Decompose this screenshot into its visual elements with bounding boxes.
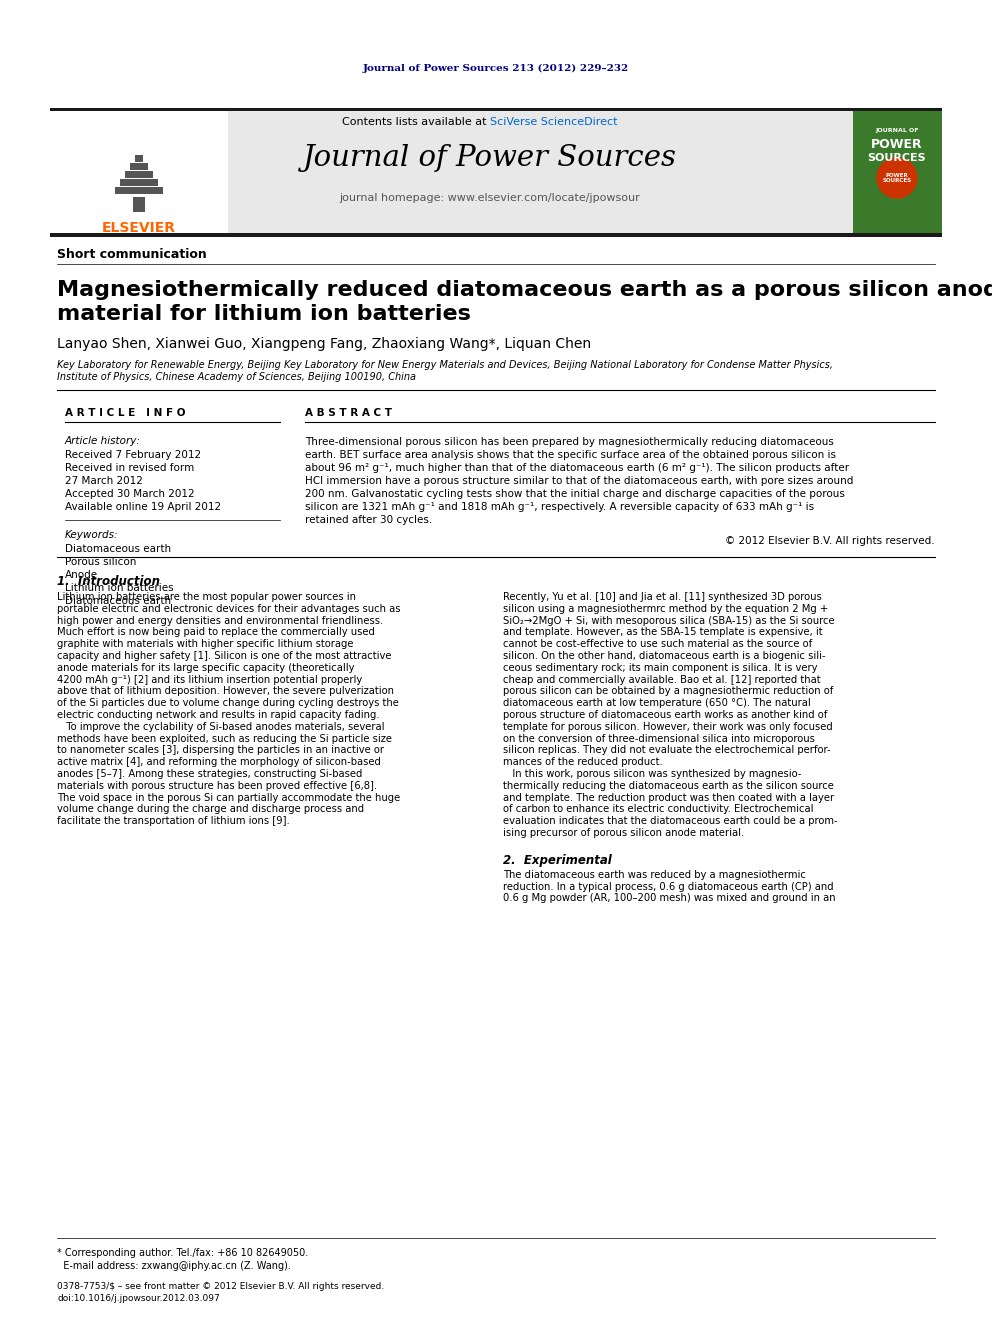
Text: HCl immersion have a porous structure similar to that of the diatomaceous earth,: HCl immersion have a porous structure si… xyxy=(305,476,853,486)
Text: 0.6 g Mg powder (AR, 100–200 mesh) was mixed and ground in an: 0.6 g Mg powder (AR, 100–200 mesh) was m… xyxy=(503,893,835,904)
Text: 2.  Experimental: 2. Experimental xyxy=(503,853,612,867)
Text: ELSEVIER: ELSEVIER xyxy=(102,221,176,235)
Bar xyxy=(50,111,228,233)
Text: Magnesiothermically reduced diatomaceous earth as a porous silicon anode
materia: Magnesiothermically reduced diatomaceous… xyxy=(57,280,992,324)
Text: diatomaceous earth at low temperature (650 °C). The natural: diatomaceous earth at low temperature (6… xyxy=(503,699,810,708)
Text: anode materials for its large specific capacity (theoretically: anode materials for its large specific c… xyxy=(57,663,354,673)
Text: © 2012 Elsevier B.V. All rights reserved.: © 2012 Elsevier B.V. All rights reserved… xyxy=(725,536,935,546)
Text: high power and energy densities and environmental friendliness.: high power and energy densities and envi… xyxy=(57,615,383,626)
Text: materials with porous structure has been proved effective [6,8].: materials with porous structure has been… xyxy=(57,781,377,791)
Text: silicon. On the other hand, diatomaceous earth is a biogenic sili-: silicon. On the other hand, diatomaceous… xyxy=(503,651,825,662)
Circle shape xyxy=(877,157,917,198)
Text: above that of lithium deposition. However, the severe pulverization: above that of lithium deposition. Howeve… xyxy=(57,687,394,696)
Text: 4200 mAh g⁻¹) [2] and its lithium insertion potential properly: 4200 mAh g⁻¹) [2] and its lithium insert… xyxy=(57,675,362,684)
Text: Contents lists available at: Contents lists available at xyxy=(342,116,490,127)
Text: Porous silicon: Porous silicon xyxy=(65,557,136,568)
Bar xyxy=(50,108,942,111)
Text: SciVerse ScienceDirect: SciVerse ScienceDirect xyxy=(490,116,617,127)
Text: SiO₂→2MgO + Si, with mesoporous silica (SBA-15) as the Si source: SiO₂→2MgO + Si, with mesoporous silica (… xyxy=(503,615,834,626)
Text: 200 nm. Galvanostatic cycling tests show that the initial charge and discharge c: 200 nm. Galvanostatic cycling tests show… xyxy=(305,490,845,499)
Bar xyxy=(133,197,145,212)
Text: Lithium ion batteries are the most popular power sources in: Lithium ion batteries are the most popul… xyxy=(57,591,356,602)
Bar xyxy=(853,111,942,233)
Text: portable electric and electronic devices for their advantages such as: portable electric and electronic devices… xyxy=(57,603,401,614)
Text: Received 7 February 2012: Received 7 February 2012 xyxy=(65,450,201,460)
Text: The void space in the porous Si can partially accommodate the huge: The void space in the porous Si can part… xyxy=(57,792,400,803)
Text: A R T I C L E   I N F O: A R T I C L E I N F O xyxy=(65,407,186,418)
Text: silicon using a magnesiothermrc method by the equation 2 Mg +: silicon using a magnesiothermrc method b… xyxy=(503,603,828,614)
Text: ceous sedimentary rock; its main component is silica. It is very: ceous sedimentary rock; its main compone… xyxy=(503,663,817,673)
Bar xyxy=(50,111,942,233)
Bar xyxy=(50,233,942,237)
Text: POWER: POWER xyxy=(871,138,923,151)
Text: porous structure of diatomaceous earth works as another kind of: porous structure of diatomaceous earth w… xyxy=(503,710,827,720)
Text: earth. BET surface area analysis shows that the specific surface area of the obt: earth. BET surface area analysis shows t… xyxy=(305,450,836,460)
Text: graphite with materials with higher specific lithium storage: graphite with materials with higher spec… xyxy=(57,639,353,650)
Text: of carbon to enhance its electric conductivity. Electrochemical: of carbon to enhance its electric conduc… xyxy=(503,804,813,815)
Text: cheap and commercially available. Bao et al. [12] reported that: cheap and commercially available. Bao et… xyxy=(503,675,820,684)
Text: template for porous silicon. However, their work was only focused: template for porous silicon. However, th… xyxy=(503,722,832,732)
Text: To improve the cyclability of Si-based anodes materials, several: To improve the cyclability of Si-based a… xyxy=(57,722,385,732)
Text: Diatomaceous earth: Diatomaceous earth xyxy=(65,595,172,606)
Text: 0378-7753/$ – see front matter © 2012 Elsevier B.V. All rights reserved.: 0378-7753/$ – see front matter © 2012 El… xyxy=(57,1282,384,1291)
Text: doi:10.1016/j.jpowsour.2012.03.097: doi:10.1016/j.jpowsour.2012.03.097 xyxy=(57,1294,220,1303)
Text: Anode: Anode xyxy=(65,570,98,579)
Text: In this work, porous silicon was synthesized by magnesio-: In this work, porous silicon was synthes… xyxy=(503,769,802,779)
Text: porous silicon can be obtained by a magnesiothermic reduction of: porous silicon can be obtained by a magn… xyxy=(503,687,833,696)
Text: Received in revised form: Received in revised form xyxy=(65,463,194,474)
Text: silicon are 1321 mAh g⁻¹ and 1818 mAh g⁻¹, respectively. A reversible capacity o: silicon are 1321 mAh g⁻¹ and 1818 mAh g⁻… xyxy=(305,501,814,512)
Text: 27 March 2012: 27 March 2012 xyxy=(65,476,143,486)
Text: Lithium ion batteries: Lithium ion batteries xyxy=(65,583,174,593)
Text: Key Laboratory for Renewable Energy, Beijing Key Laboratory for New Energy Mater: Key Laboratory for Renewable Energy, Bei… xyxy=(57,360,833,370)
Bar xyxy=(130,163,148,169)
Text: and template. The reduction product was then coated with a layer: and template. The reduction product was … xyxy=(503,792,834,803)
Text: * Corresponding author. Tel./fax: +86 10 82649050.: * Corresponding author. Tel./fax: +86 10… xyxy=(57,1248,309,1258)
Text: on the conversion of three-dimensional silica into microporous: on the conversion of three-dimensional s… xyxy=(503,733,814,744)
Text: Lanyao Shen, Xianwei Guo, Xiangpeng Fang, Zhaoxiang Wang*, Liquan Chen: Lanyao Shen, Xianwei Guo, Xiangpeng Fang… xyxy=(57,337,591,351)
Text: electric conducting network and results in rapid capacity fading.: electric conducting network and results … xyxy=(57,710,380,720)
Bar xyxy=(120,179,158,187)
Text: Short communication: Short communication xyxy=(57,247,206,261)
Text: and template. However, as the SBA-15 template is expensive, it: and template. However, as the SBA-15 tem… xyxy=(503,627,822,638)
Text: A B S T R A C T: A B S T R A C T xyxy=(305,407,392,418)
Text: Institute of Physics, Chinese Academy of Sciences, Beijing 100190, China: Institute of Physics, Chinese Academy of… xyxy=(57,372,416,382)
Text: Recently, Yu et al. [10] and Jia et al. [11] synthesized 3D porous: Recently, Yu et al. [10] and Jia et al. … xyxy=(503,591,821,602)
Text: anodes [5–7]. Among these strategies, constructing Si-based: anodes [5–7]. Among these strategies, co… xyxy=(57,769,362,779)
Text: to nanometer scales [3], dispersing the particles in an inactive or: to nanometer scales [3], dispersing the … xyxy=(57,745,384,755)
Text: of the Si particles due to volume change during cycling destroys the: of the Si particles due to volume change… xyxy=(57,699,399,708)
Bar xyxy=(115,187,163,194)
Text: Journal of Power Sources 213 (2012) 229–232: Journal of Power Sources 213 (2012) 229–… xyxy=(363,64,629,73)
Text: methods have been exploited, such as reducing the Si particle size: methods have been exploited, such as red… xyxy=(57,733,392,744)
Text: capacity and higher safety [1]. Silicon is one of the most attractive: capacity and higher safety [1]. Silicon … xyxy=(57,651,392,662)
Text: Diatomaceous earth: Diatomaceous earth xyxy=(65,544,172,554)
Bar xyxy=(135,155,143,161)
Text: Journal of Power Sources: Journal of Power Sources xyxy=(303,144,677,172)
Text: Keywords:: Keywords: xyxy=(65,531,118,540)
Text: The diatomaceous earth was reduced by a magnesiothermic: The diatomaceous earth was reduced by a … xyxy=(503,869,806,880)
Text: E-mail address: zxwang@iphy.ac.cn (Z. Wang).: E-mail address: zxwang@iphy.ac.cn (Z. Wa… xyxy=(57,1261,291,1271)
Text: volume change during the charge and discharge process and: volume change during the charge and disc… xyxy=(57,804,364,815)
Text: Three-dimensional porous silicon has been prepared by magnesiothermically reduci: Three-dimensional porous silicon has bee… xyxy=(305,437,834,447)
Text: ising precursor of porous silicon anode material.: ising precursor of porous silicon anode … xyxy=(503,828,744,837)
Text: Much effort is now being paid to replace the commercially used: Much effort is now being paid to replace… xyxy=(57,627,375,638)
Text: about 96 m² g⁻¹, much higher than that of the diatomaceous earth (6 m² g⁻¹). The: about 96 m² g⁻¹, much higher than that o… xyxy=(305,463,849,474)
Text: SOURCES: SOURCES xyxy=(868,153,927,163)
Text: Accepted 30 March 2012: Accepted 30 March 2012 xyxy=(65,490,194,499)
Text: cannot be cost-effective to use such material as the source of: cannot be cost-effective to use such mat… xyxy=(503,639,812,650)
Text: mances of the reduced product.: mances of the reduced product. xyxy=(503,757,663,767)
Text: active matrix [4], and reforming the morphology of silicon-based: active matrix [4], and reforming the mor… xyxy=(57,757,381,767)
Text: Available online 19 April 2012: Available online 19 April 2012 xyxy=(65,501,221,512)
Text: POWER
SOURCES: POWER SOURCES xyxy=(883,172,912,184)
Text: silicon replicas. They did not evaluate the electrochemical perfor-: silicon replicas. They did not evaluate … xyxy=(503,745,830,755)
Text: 1.  Introduction: 1. Introduction xyxy=(57,576,160,587)
Text: evaluation indicates that the diatomaceous earth could be a prom-: evaluation indicates that the diatomaceo… xyxy=(503,816,837,826)
Text: reduction. In a typical process, 0.6 g diatomaceous earth (CP) and: reduction. In a typical process, 0.6 g d… xyxy=(503,881,833,892)
Bar xyxy=(125,171,153,179)
Text: thermically reducing the diatomaceous earth as the silicon source: thermically reducing the diatomaceous ea… xyxy=(503,781,834,791)
Text: retained after 30 cycles.: retained after 30 cycles. xyxy=(305,515,433,525)
Text: journal homepage: www.elsevier.com/locate/jpowsour: journal homepage: www.elsevier.com/locat… xyxy=(339,193,641,202)
Text: facilitate the transportation of lithium ions [9].: facilitate the transportation of lithium… xyxy=(57,816,290,826)
Text: JOURNAL OF: JOURNAL OF xyxy=(875,128,919,134)
Text: Article history:: Article history: xyxy=(65,437,141,446)
